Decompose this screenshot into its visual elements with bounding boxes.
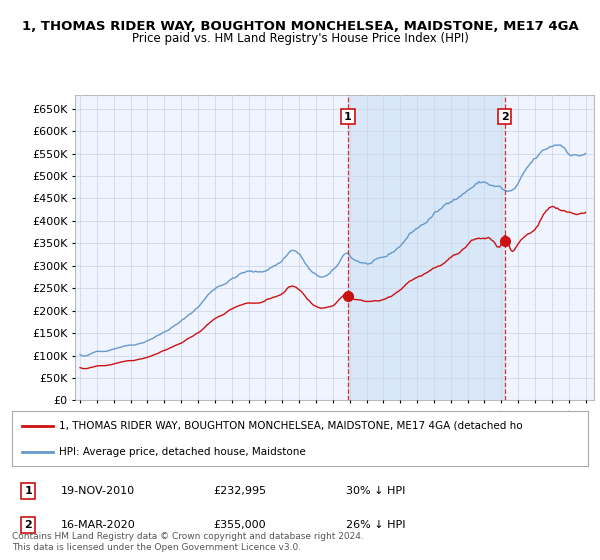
- Text: Contains HM Land Registry data © Crown copyright and database right 2024.
This d: Contains HM Land Registry data © Crown c…: [12, 532, 364, 552]
- Text: 16-MAR-2020: 16-MAR-2020: [61, 520, 136, 530]
- Text: 1, THOMAS RIDER WAY, BOUGHTON MONCHELSEA, MAIDSTONE, ME17 4GA: 1, THOMAS RIDER WAY, BOUGHTON MONCHELSEA…: [22, 20, 578, 32]
- Text: £355,000: £355,000: [214, 520, 266, 530]
- Text: 1: 1: [344, 111, 352, 122]
- Bar: [348, 95, 505, 400]
- Text: Price paid vs. HM Land Registry's House Price Index (HPI): Price paid vs. HM Land Registry's House …: [131, 32, 469, 45]
- Text: 2: 2: [24, 520, 32, 530]
- Text: 26% ↓ HPI: 26% ↓ HPI: [346, 520, 406, 530]
- Text: HPI: Average price, detached house, Maidstone: HPI: Average price, detached house, Maid…: [59, 447, 306, 457]
- Text: 1: 1: [24, 486, 32, 496]
- Text: 30% ↓ HPI: 30% ↓ HPI: [346, 486, 406, 496]
- Text: £232,995: £232,995: [214, 486, 267, 496]
- Text: 2: 2: [501, 111, 509, 122]
- Text: 19-NOV-2010: 19-NOV-2010: [61, 486, 135, 496]
- Text: 1, THOMAS RIDER WAY, BOUGHTON MONCHELSEA, MAIDSTONE, ME17 4GA (detached ho: 1, THOMAS RIDER WAY, BOUGHTON MONCHELSEA…: [59, 421, 523, 431]
